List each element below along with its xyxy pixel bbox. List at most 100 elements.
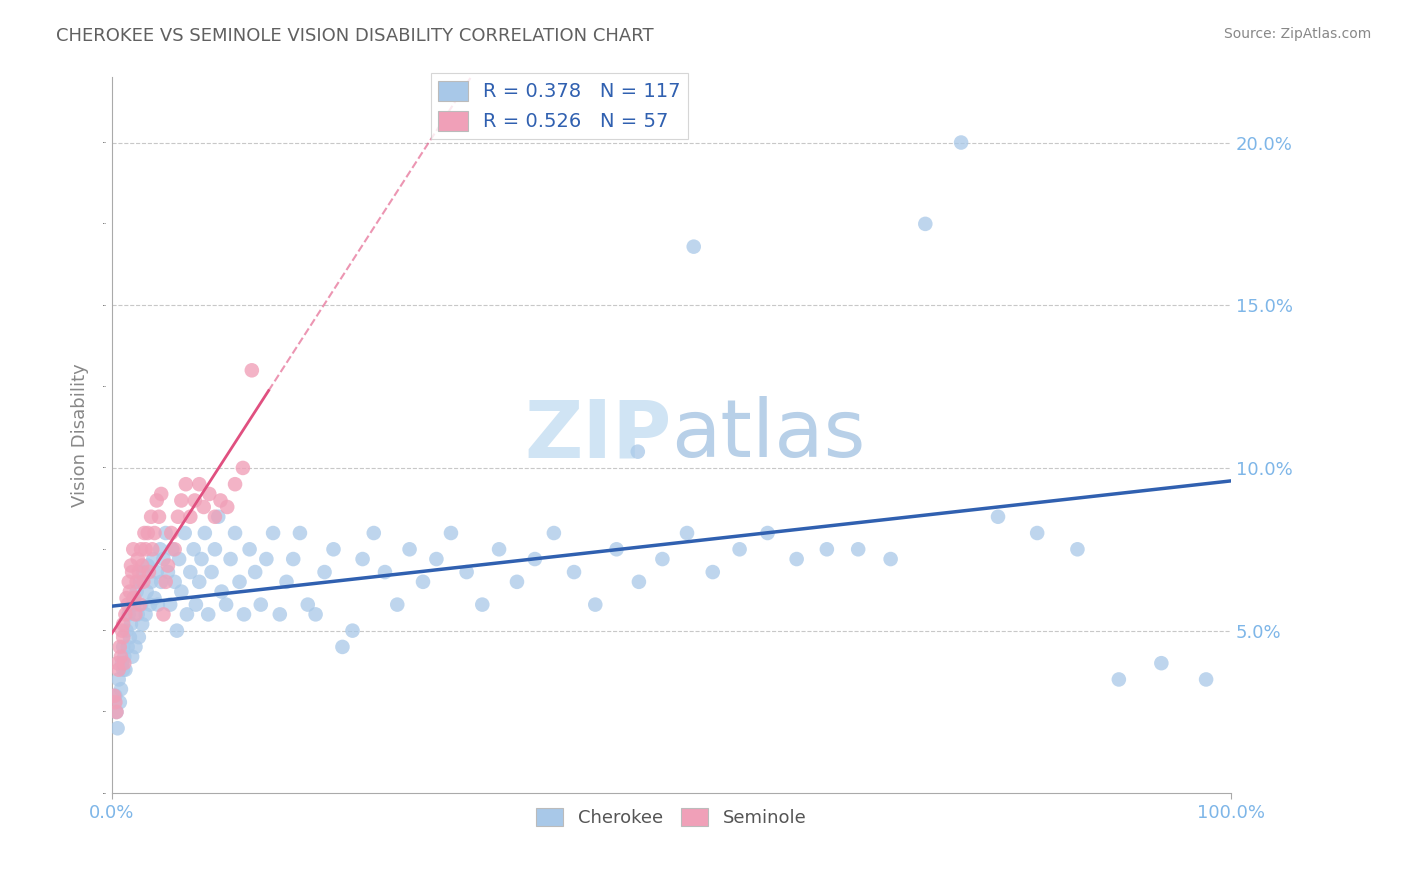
Point	[127, 552, 149, 566]
Point	[398, 542, 420, 557]
Point	[104, 695, 127, 709]
Point	[1150, 656, 1173, 670]
Point	[950, 136, 973, 150]
Point	[167, 509, 190, 524]
Point	[352, 552, 374, 566]
Point	[288, 526, 311, 541]
Point	[112, 656, 135, 670]
Point	[143, 591, 166, 606]
Point	[200, 565, 222, 579]
Point	[786, 552, 808, 566]
Point	[224, 477, 246, 491]
Point	[128, 565, 150, 579]
Point	[150, 487, 173, 501]
Point	[155, 526, 177, 541]
Point	[107, 673, 129, 687]
Point	[141, 509, 163, 524]
Text: Source: ZipAtlas.com: Source: ZipAtlas.com	[1223, 27, 1371, 41]
Point	[176, 607, 198, 622]
Point	[135, 607, 157, 622]
Point	[224, 526, 246, 541]
Point	[129, 574, 152, 589]
Point	[314, 565, 336, 579]
Point	[150, 574, 173, 589]
Point	[118, 584, 141, 599]
Point	[118, 630, 141, 644]
Point	[332, 640, 354, 654]
Point	[129, 598, 152, 612]
Point	[136, 558, 159, 573]
Point	[107, 721, 129, 735]
Point	[141, 574, 163, 589]
Point	[283, 552, 305, 566]
Point	[276, 574, 298, 589]
Point	[145, 493, 167, 508]
Point	[374, 565, 396, 579]
Point	[471, 598, 494, 612]
Point	[143, 526, 166, 541]
Point	[179, 565, 201, 579]
Point	[217, 500, 239, 514]
Point	[425, 552, 447, 566]
Point	[145, 565, 167, 579]
Point	[134, 526, 156, 541]
Point	[1026, 526, 1049, 541]
Point	[139, 598, 162, 612]
Point	[188, 574, 211, 589]
Point	[125, 584, 148, 599]
Point	[108, 695, 131, 709]
Point	[136, 526, 159, 541]
Point	[194, 526, 217, 541]
Point	[128, 630, 150, 644]
Point	[112, 663, 135, 677]
Point	[297, 598, 319, 612]
Point	[879, 552, 901, 566]
Point	[815, 542, 838, 557]
Point	[387, 598, 409, 612]
Point	[107, 656, 129, 670]
Point	[204, 509, 226, 524]
Point	[107, 663, 129, 677]
Point	[112, 617, 135, 632]
Point	[146, 598, 169, 612]
Point	[254, 552, 277, 566]
Point	[440, 526, 463, 541]
Point	[124, 607, 146, 622]
Point	[170, 493, 193, 508]
Point	[523, 552, 546, 566]
Point	[232, 461, 254, 475]
Point	[1066, 542, 1088, 557]
Point	[110, 649, 132, 664]
Point	[160, 526, 183, 541]
Point	[262, 526, 284, 541]
Point	[135, 584, 157, 599]
Point	[156, 558, 179, 573]
Point	[228, 574, 250, 589]
Point	[198, 487, 221, 501]
Point	[122, 542, 145, 557]
Point	[111, 624, 134, 638]
Point	[163, 542, 186, 557]
Point	[125, 574, 148, 589]
Point	[179, 509, 201, 524]
Point	[162, 542, 184, 557]
Point	[155, 574, 177, 589]
Point	[1108, 673, 1130, 687]
Point	[105, 705, 128, 719]
Point	[112, 640, 135, 654]
Point	[184, 598, 207, 612]
Point	[152, 607, 174, 622]
Point	[583, 598, 606, 612]
Point	[111, 656, 134, 670]
Point	[456, 565, 478, 579]
Point	[204, 542, 226, 557]
Point	[914, 217, 936, 231]
Point	[243, 565, 266, 579]
Point	[156, 565, 179, 579]
Text: ZIP: ZIP	[524, 396, 671, 475]
Point	[209, 493, 232, 508]
Point	[104, 689, 127, 703]
Point	[115, 591, 138, 606]
Point	[129, 542, 152, 557]
Point	[211, 584, 233, 599]
